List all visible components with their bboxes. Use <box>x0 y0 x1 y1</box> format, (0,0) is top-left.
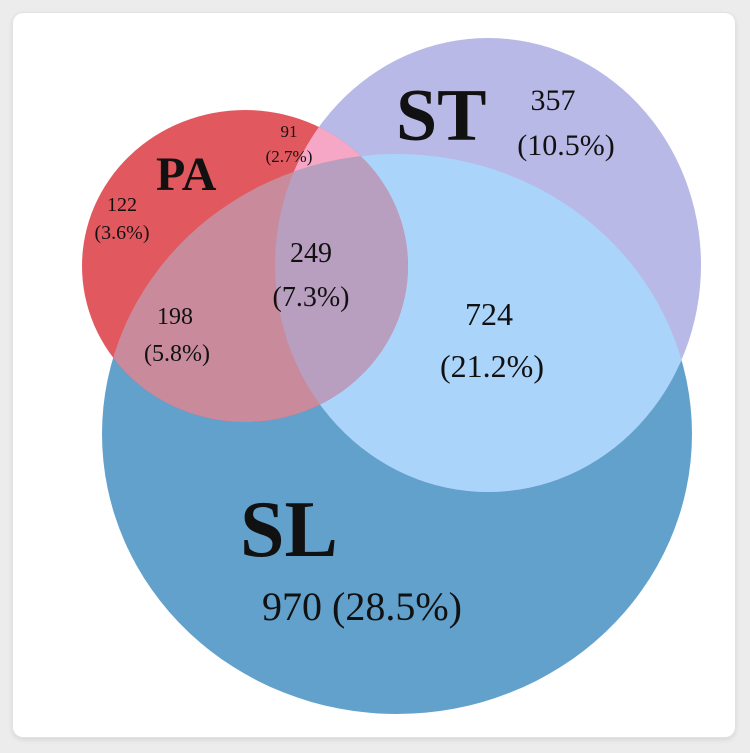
all-count: 249 <box>290 238 332 269</box>
st-set-label: ST <box>396 75 487 157</box>
sl-st-pct: (21.2%) <box>440 348 544 384</box>
st-only-pct: (10.5%) <box>517 129 614 162</box>
pa-set-label: PA <box>156 148 217 201</box>
pa-only-pct: (3.6%) <box>95 222 150 244</box>
pa-sl-overlap <box>102 154 408 422</box>
sl-st-overlap <box>275 154 692 492</box>
pa-sl-count: 198 <box>157 304 193 330</box>
pa-st-pct: (2.7%) <box>266 147 313 166</box>
sl-only-label: 970 (28.5%) <box>262 584 462 629</box>
st-only-count: 357 <box>531 84 576 117</box>
pa-st-count: 91 <box>281 122 298 141</box>
sl-set-label: SL <box>240 486 338 574</box>
pa-only-count: 122 <box>107 194 137 216</box>
all-pct: (7.3%) <box>273 282 350 313</box>
pa-sl-pct: (5.8%) <box>144 341 210 367</box>
sl-st-count: 724 <box>465 296 513 332</box>
